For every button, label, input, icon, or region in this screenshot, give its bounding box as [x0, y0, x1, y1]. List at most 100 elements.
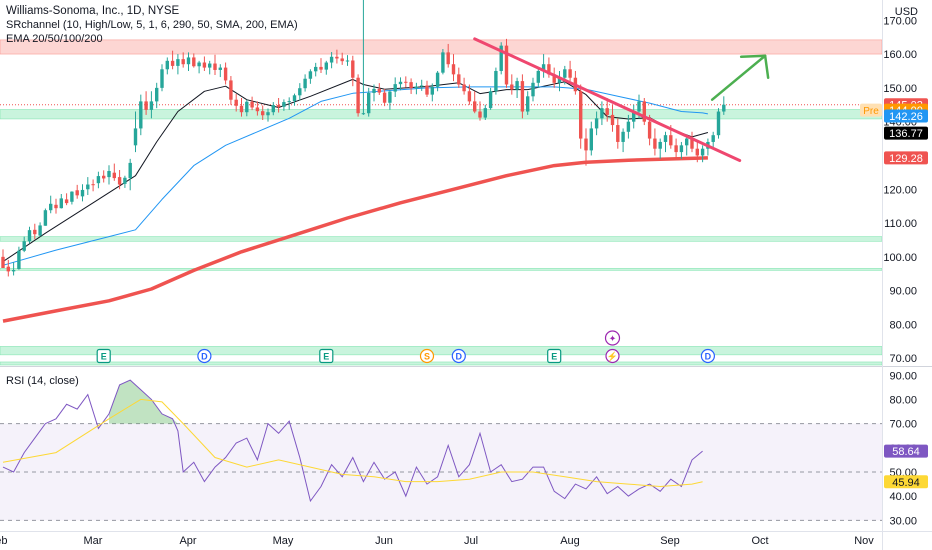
price-axis[interactable]: 70.0080.0090.00100.00110.00120.00130.001…	[860, 15, 928, 365]
event-marker[interactable]: S	[419, 348, 435, 364]
currency-label[interactable]: USD	[894, 6, 918, 18]
symbol-title[interactable]: Williams-Sonoma, Inc., 1D, NYSE	[6, 5, 180, 17]
candle-body	[112, 172, 116, 179]
candle-body	[165, 60, 169, 70]
event-markers[interactable]: E D E S D E ⚡ D ✦	[96, 330, 716, 364]
event-marker[interactable]: ⚡	[605, 348, 620, 364]
candle-body	[398, 81, 403, 85]
candle	[409, 78, 413, 94]
candle-body	[722, 104, 726, 112]
month-label[interactable]: Aug	[560, 535, 580, 547]
sr-zone-4	[0, 346, 883, 356]
candle	[589, 121, 593, 156]
srchannel-legend[interactable]: SRchannel (10, High/Low, 5, 1, 6, 290, 5…	[6, 19, 298, 31]
month-label[interactable]: Nov	[854, 535, 874, 547]
event-marker[interactable]: E	[96, 348, 111, 364]
candle	[536, 67, 540, 88]
month-label[interactable]: Sep	[660, 535, 680, 547]
candle	[520, 74, 525, 119]
price-tick-label: 80.00	[889, 319, 917, 331]
candle	[541, 54, 546, 78]
candle	[398, 77, 403, 91]
candle	[213, 54, 217, 76]
candle	[425, 80, 429, 97]
candle	[59, 193, 63, 209]
candle	[276, 98, 281, 113]
candle	[202, 56, 207, 71]
candle	[6, 259, 10, 277]
candle	[165, 57, 169, 75]
candle	[139, 94, 143, 136]
candle-body	[181, 59, 185, 65]
candle-body	[409, 82, 413, 89]
candle-body	[435, 72, 440, 87]
month-label[interactable]: Oct	[751, 535, 768, 547]
event-marker[interactable]: D	[700, 348, 716, 364]
event-marker[interactable]: D	[451, 348, 466, 364]
candle	[690, 131, 694, 153]
month-label[interactable]: May	[273, 535, 294, 547]
candle	[367, 87, 371, 117]
candle	[70, 191, 74, 205]
candle-body	[393, 84, 397, 92]
rsi-tick-label: 30.00	[889, 515, 917, 527]
candle-body	[117, 177, 122, 185]
candle	[234, 93, 238, 112]
candle	[80, 184, 85, 202]
time-axis[interactable]: Feb Mar Apr May Jun Jul Aug Sep Oct Nov	[0, 531, 932, 548]
event-marker[interactable]: D	[197, 348, 212, 364]
candle-body	[298, 88, 302, 96]
candle-body	[292, 95, 297, 102]
candle-body	[552, 74, 556, 83]
candle	[287, 97, 291, 110]
month-label[interactable]: Mar	[84, 535, 103, 547]
candle-body	[589, 128, 593, 151]
candle-body	[139, 101, 143, 129]
candle-body	[467, 91, 472, 102]
candle	[308, 69, 313, 84]
dividend-icon	[451, 348, 466, 364]
candle-body	[91, 184, 95, 186]
candle-body	[568, 69, 572, 78]
resistance-trendline	[473, 37, 742, 163]
candle-body	[404, 81, 408, 83]
candle	[573, 70, 578, 95]
premarket-badge: Pre	[863, 106, 879, 117]
candle-body	[144, 101, 148, 110]
price-tag-bg	[884, 151, 928, 165]
event-marker[interactable]: E	[319, 348, 334, 364]
event-marker[interactable]: E	[547, 348, 562, 364]
candle	[22, 236, 26, 253]
candle	[117, 169, 122, 190]
rsi-tag-label: 58.64	[892, 446, 920, 458]
candle-body	[446, 52, 450, 65]
candle-body	[133, 128, 138, 146]
month-label[interactable]: Jul	[464, 535, 478, 547]
candle-body	[17, 250, 21, 270]
rsi-line	[2, 379, 703, 503]
candle-body	[345, 60, 350, 62]
sparkle-icon	[604, 330, 621, 346]
candle-body	[276, 105, 281, 107]
candle	[446, 43, 450, 68]
ema-legend[interactable]: EMA 20/50/100/200	[6, 33, 103, 45]
candle-body	[33, 229, 37, 235]
rsi-legend[interactable]: RSI (14, close)	[6, 375, 79, 387]
candle-body	[160, 69, 164, 88]
candle-body	[526, 96, 530, 112]
candle-body	[685, 138, 689, 146]
sr-zone-1	[0, 109, 883, 120]
candle-body	[600, 108, 604, 119]
candle-body	[170, 60, 175, 66]
event-marker-label: D	[705, 352, 712, 362]
candlesticks[interactable]	[1, 0, 726, 277]
candle	[700, 145, 705, 163]
candle-body	[653, 138, 657, 149]
candle-body	[700, 148, 705, 156]
month-label[interactable]: Apr	[179, 535, 196, 547]
month-label[interactable]: Feb	[0, 535, 7, 547]
candle	[261, 105, 265, 120]
month-label[interactable]: Jun	[375, 535, 393, 547]
candle	[218, 64, 222, 78]
